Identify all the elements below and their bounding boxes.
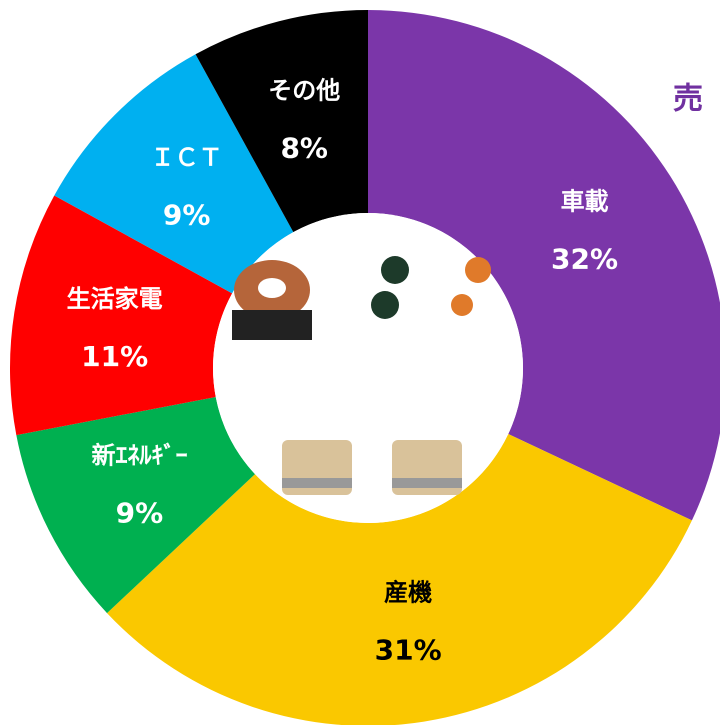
slice-value-label: 31% bbox=[375, 633, 442, 666]
slice-name: ＩＣＴ bbox=[151, 144, 223, 172]
slice-value-label: 9% bbox=[116, 496, 164, 529]
slice-name: 車載 bbox=[561, 188, 609, 216]
slice bbox=[16, 397, 256, 614]
center-images bbox=[213, 213, 523, 523]
slice bbox=[10, 195, 233, 436]
slice bbox=[195, 9, 368, 233]
slice-value-label: 11% bbox=[81, 340, 148, 373]
slice-name: 生活家電 bbox=[67, 285, 163, 313]
slice-value-label: 32% bbox=[551, 243, 618, 276]
slice bbox=[368, 10, 720, 521]
chart-title: 売 bbox=[673, 82, 703, 117]
slice bbox=[54, 54, 294, 294]
slice-name: その他 bbox=[268, 77, 340, 105]
slice bbox=[107, 433, 692, 725]
slice-value-label: 8% bbox=[280, 132, 328, 165]
slice-value-label: 9% bbox=[163, 199, 211, 232]
slice-name: 産機 bbox=[384, 578, 432, 606]
slice-name: 新ｴﾈﾙｷﾞｰ bbox=[91, 441, 187, 469]
